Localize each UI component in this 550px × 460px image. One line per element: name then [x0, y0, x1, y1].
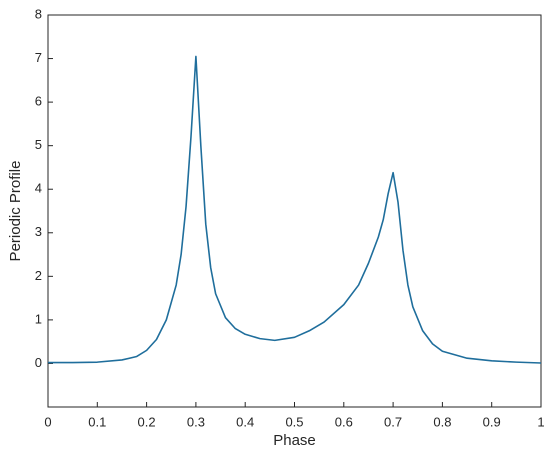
y-tick-label: 6 [35, 94, 42, 109]
y-tick-label: 2 [35, 268, 42, 283]
x-axis-label: Phase [273, 432, 316, 449]
x-tick-label: 0.9 [483, 414, 501, 429]
y-axis-label: Periodic Profile [7, 161, 24, 262]
data-line [48, 55, 542, 364]
y-tick-label: 8 [35, 6, 42, 21]
plot-frame [47, 14, 542, 408]
x-tick-label: 0.8 [433, 414, 451, 429]
x-tick-label: 0.3 [187, 414, 205, 429]
x-tick-label: 0.6 [335, 414, 353, 429]
x-tick-label: 1 [537, 414, 544, 429]
x-tick-label: 0.4 [236, 414, 254, 429]
y-tick-label: 1 [35, 311, 42, 326]
x-tick-label: 0 [44, 414, 51, 429]
x-tick-label: 0.7 [384, 414, 402, 429]
y-tick-label: 7 [35, 50, 42, 65]
x-tick-label: 0.1 [88, 414, 106, 429]
y-tick-label: 0 [35, 355, 42, 370]
x-tick-label: 0.2 [138, 414, 156, 429]
y-tick-label: 4 [35, 181, 42, 196]
y-tick-label: 3 [35, 224, 42, 239]
x-tick-label: 0.5 [285, 414, 303, 429]
y-tick-label: 5 [35, 137, 42, 152]
